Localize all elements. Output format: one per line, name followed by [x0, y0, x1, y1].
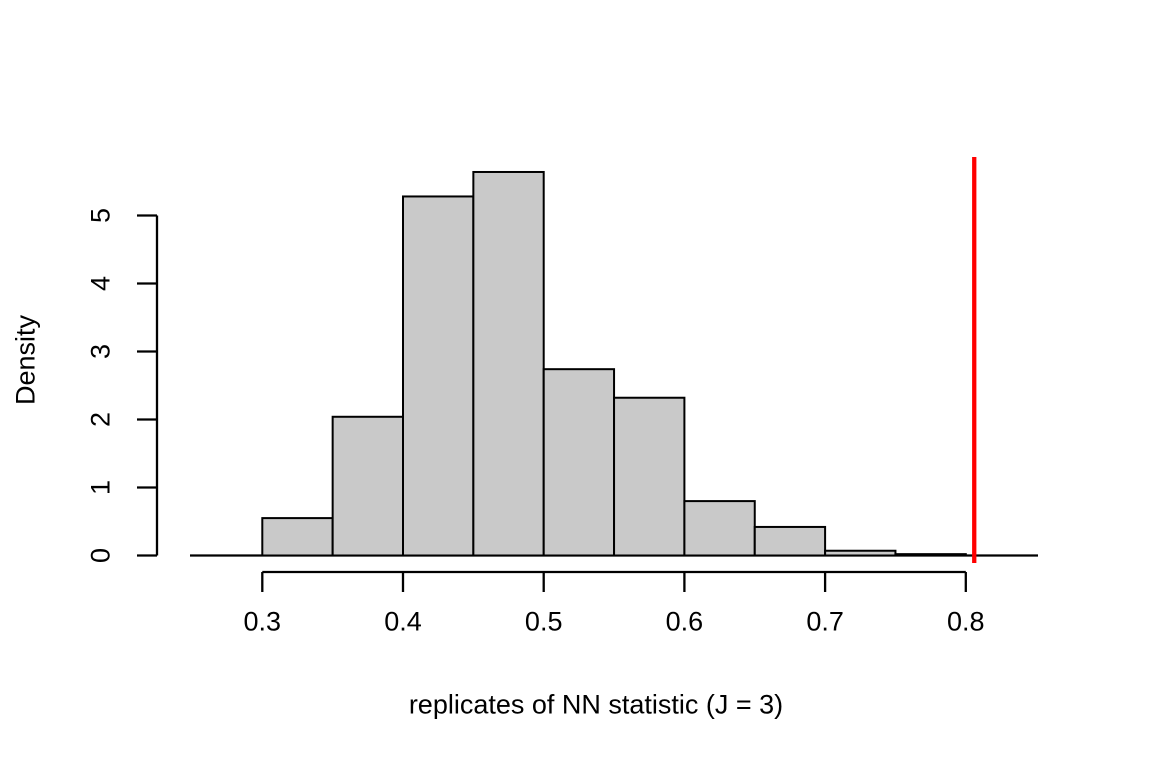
- histogram-bar: [542, 368, 616, 557]
- x-tick-label: 0.5: [525, 606, 563, 636]
- y-axis-title: Density: [10, 314, 40, 405]
- x-tick-label: 0.3: [244, 606, 282, 636]
- y-tick-label: 3: [85, 344, 115, 359]
- x-tick-label: 0.8: [947, 606, 985, 636]
- histogram-bar: [824, 549, 897, 557]
- x-tick-label: 0.7: [806, 606, 844, 636]
- x-tick-label: 0.4: [384, 606, 422, 636]
- histogram-bar: [472, 170, 545, 557]
- histogram-bar: [894, 553, 967, 557]
- histogram-bar: [402, 195, 475, 557]
- histogram-bar: [261, 517, 334, 557]
- histogram-bar: [331, 415, 404, 557]
- y-tick-label: 4: [85, 276, 115, 291]
- x-tick-label: 0.6: [666, 606, 704, 636]
- y-tick-label: 1: [85, 480, 115, 495]
- histogram-bar: [613, 396, 686, 557]
- histogram-bar: [683, 500, 756, 557]
- y-tick-label: 0: [85, 548, 115, 563]
- y-tick-label: 5: [85, 208, 115, 223]
- y-tick-label: 2: [85, 412, 115, 427]
- histogram-bar: [753, 525, 827, 557]
- x-axis-title: replicates of NN statistic (J = 3): [409, 689, 783, 719]
